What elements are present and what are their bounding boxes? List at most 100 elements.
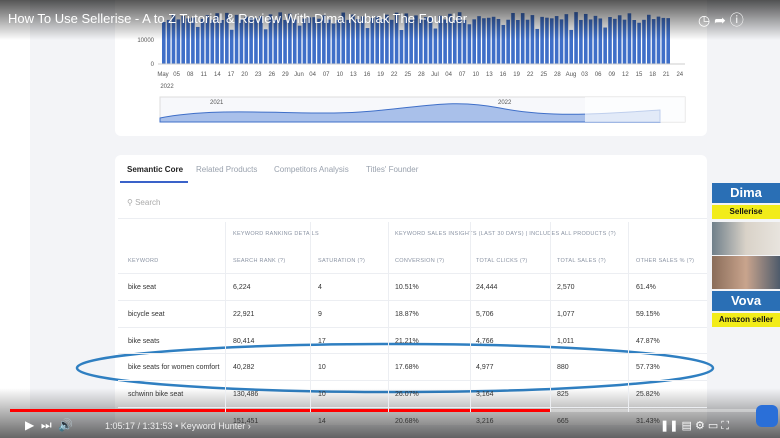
bar: [477, 16, 481, 64]
x-tick-label: 13: [350, 72, 357, 78]
tab[interactable]: Semantic Core: [127, 165, 184, 174]
x-tick-label: 22: [527, 72, 534, 78]
column-header: TOTAL CLICKS (?): [476, 258, 528, 264]
column-separator: [310, 222, 311, 412]
cell: 47.87%: [636, 337, 660, 345]
tab[interactable]: Titles' Founder: [366, 165, 419, 174]
bar: [244, 16, 249, 65]
bar: [666, 18, 670, 65]
keyword-link[interactable]: bike seat: [128, 284, 157, 291]
bar: [516, 19, 520, 64]
keyword-link[interactable]: bike seats for women comfort: [128, 364, 220, 372]
cell: 25.82%: [636, 391, 660, 399]
top-icons[interactable]: ◷ ➦ ⓘ: [698, 12, 744, 28]
bar: [166, 19, 171, 64]
bar: [622, 19, 627, 65]
time-display: 1:05:17 / 1:31:53 • Keyword Hunter ›: [105, 421, 251, 431]
bar: [569, 29, 573, 64]
chapter[interactable]: Keyword Hunter: [180, 421, 246, 431]
x-tick-label: 28: [554, 72, 561, 78]
x-tick-label: 14: [214, 72, 221, 78]
cell: 2,570: [557, 284, 575, 291]
bar: [331, 23, 336, 64]
cell: 18.87%: [395, 310, 419, 318]
cell: 17.68%: [395, 364, 419, 372]
navigator-mask: [585, 97, 685, 122]
x-tick-label: 10: [336, 72, 343, 78]
bar: [603, 27, 607, 64]
player-buttons[interactable]: ▶ ⏭ 🔊: [25, 418, 74, 432]
x-tick-label: 08: [187, 72, 194, 78]
bar: [554, 16, 559, 64]
x-tick-label: 26: [268, 72, 275, 78]
bar: [307, 17, 312, 65]
presenter-name: Vova: [712, 291, 780, 311]
x-tick-label: 07: [459, 72, 466, 78]
bar: [433, 28, 438, 65]
bar: [472, 19, 476, 64]
bar: [302, 18, 307, 64]
bar: [399, 29, 404, 64]
column-header: SEARCH RANK (?): [233, 258, 286, 264]
bar: [263, 29, 268, 64]
y-tick-label: 10000: [137, 38, 154, 44]
cell: 22,921: [233, 310, 255, 318]
keyword-link[interactable]: bike seats: [128, 337, 160, 345]
bar: [389, 19, 394, 64]
bar: [336, 19, 341, 64]
bar: [501, 24, 506, 64]
bar: [312, 17, 316, 64]
bar: [419, 18, 423, 64]
bar: [482, 18, 486, 65]
cell: 9: [318, 310, 322, 318]
x-tick-label: 21: [663, 72, 670, 78]
x-tick-label: 07: [323, 72, 330, 78]
x-tick-label: 13: [486, 72, 493, 78]
column-separator: [225, 222, 226, 412]
x-tick-label: 04: [309, 72, 316, 78]
presenter-name: Dima: [712, 183, 780, 203]
tab[interactable]: Competitors Analysis: [274, 165, 349, 174]
bar: [467, 24, 472, 64]
presenter-role: Sellerise: [712, 205, 780, 219]
column-header: SATURATION (?): [318, 258, 366, 264]
keyword-link[interactable]: bicycle seat: [128, 310, 165, 318]
bar: [239, 19, 244, 64]
row-separator: [118, 380, 707, 382]
bar: [176, 19, 181, 64]
bar: [220, 19, 224, 64]
search-input[interactable]: ⚲ Search: [127, 198, 161, 207]
column-header: KEYWORD: [128, 258, 159, 264]
cell: 61.4%: [636, 284, 656, 291]
x-tick-label: 06: [595, 72, 602, 78]
player-right-buttons[interactable]: ❚❚ ▤ ⚙ ▭ ⛶: [660, 420, 730, 432]
bar: [273, 19, 278, 64]
tab[interactable]: Related Products: [196, 165, 258, 174]
bar: [210, 19, 215, 65]
progress-played: [10, 409, 550, 412]
cell: 880: [557, 364, 569, 372]
cell: 4,977: [476, 364, 494, 372]
x-tick-label: 28: [418, 72, 425, 78]
chat-button[interactable]: [756, 405, 778, 427]
bar: [428, 17, 433, 64]
x-tick-label: Jul: [431, 72, 439, 78]
cell: 14: [318, 418, 326, 425]
bar: [200, 18, 205, 64]
year-label: 2022: [160, 84, 174, 90]
bar: [545, 17, 549, 64]
bar: [637, 22, 641, 65]
x-tick-label: 29: [282, 72, 289, 78]
bar: [608, 17, 612, 64]
bar: [326, 19, 331, 64]
bar: [661, 17, 666, 64]
cell: 17: [318, 337, 326, 345]
bar: [540, 16, 544, 64]
x-tick-label: 19: [513, 72, 520, 78]
column-separator: [550, 222, 551, 412]
cell: 40,282: [233, 364, 255, 372]
table-card: [115, 155, 707, 425]
bar: [229, 29, 234, 64]
keyword-link[interactable]: schwinn bike seat: [128, 391, 184, 399]
column-header: TOTAL SALES (?): [557, 258, 607, 264]
